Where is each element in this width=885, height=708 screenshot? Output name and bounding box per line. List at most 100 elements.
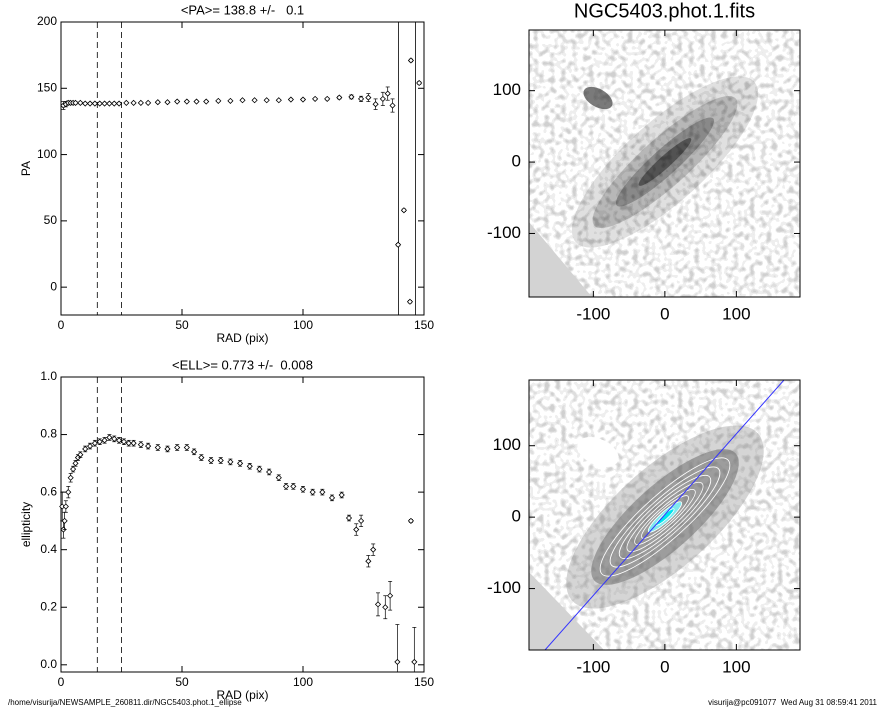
data-point [372, 101, 379, 108]
data-point [407, 57, 414, 64]
data-point [237, 460, 244, 467]
data-point [101, 437, 108, 444]
data-point [183, 444, 190, 451]
data-point [365, 94, 372, 101]
y-tick-label: 0 [50, 279, 57, 293]
data-point [101, 100, 108, 107]
y-tick-label: 150 [37, 80, 57, 94]
y-tick-label: 100 [37, 147, 57, 161]
data-point [145, 443, 152, 450]
footer-right: visurija@pc091077 Wed Aug 31 08:59:41 20… [708, 698, 877, 707]
data-point [67, 474, 74, 481]
data-point [164, 445, 171, 453]
chart-title: <ELL>= 0.773 +/- 0.008 [172, 357, 313, 372]
data-point [328, 494, 336, 501]
data-point [353, 526, 360, 533]
data-point [183, 98, 190, 105]
y-tick-label: 100 [493, 80, 521, 99]
data-point [389, 102, 396, 109]
data-point [96, 438, 103, 445]
data-point [275, 97, 282, 104]
x-axis-label: RAD (pix) [216, 688, 268, 702]
data-point [61, 517, 68, 524]
data-point [154, 444, 161, 451]
data-point [111, 100, 118, 107]
data-point [116, 100, 123, 107]
data-point [336, 94, 343, 101]
data-point [246, 463, 253, 470]
y-tick-label: 0.0 [40, 657, 57, 671]
data-point [309, 489, 316, 496]
y-tick-label: 0.2 [40, 599, 57, 613]
plot-frame [60, 376, 425, 673]
data-point [382, 604, 389, 611]
chart-title: <PA>= 138.8 +/- 0.1 [181, 2, 304, 17]
data-point [62, 503, 69, 510]
data-point [348, 93, 355, 100]
data-point [72, 99, 79, 106]
y-tick-label: 0.8 [40, 427, 57, 441]
data-point [116, 437, 123, 444]
data-point [130, 440, 137, 447]
data-point [338, 491, 345, 499]
y-tick-label: -100 [487, 223, 521, 242]
data-point [65, 489, 72, 496]
data-point [374, 601, 382, 608]
data-point [193, 98, 200, 105]
data-point [137, 99, 144, 106]
data-point [82, 445, 89, 453]
data-point [91, 100, 98, 107]
data-point [387, 592, 394, 599]
data-point [394, 658, 401, 665]
data-point [106, 100, 113, 107]
data-point [290, 483, 297, 490]
data-point [96, 100, 103, 107]
x-tick-label: 100 [293, 318, 313, 332]
data-point [137, 441, 144, 448]
data-point [70, 466, 77, 473]
y-tick-label: 0 [512, 507, 521, 526]
y-tick-label: 0.6 [40, 484, 57, 498]
data-point [365, 558, 372, 565]
data-point [319, 489, 326, 496]
x-tick-label: 50 [175, 318, 189, 332]
x-axis-label: RAD (pix) [216, 331, 268, 345]
x-tick-label: 100 [722, 657, 750, 676]
data-point [251, 97, 258, 104]
chart-title: NGC5403.phot.1.fits [574, 0, 755, 22]
x-tick-label: 150 [414, 318, 434, 332]
data-point [174, 444, 181, 451]
data-point [411, 658, 418, 665]
x-tick-label: 100 [722, 304, 750, 323]
data-point [227, 97, 234, 104]
data-point [400, 207, 407, 214]
x-tick-label: 150 [414, 675, 434, 689]
y-tick-label: 50 [44, 213, 58, 227]
data-point [191, 448, 198, 455]
x-tick-label: -100 [576, 657, 610, 676]
data-point [77, 451, 84, 458]
data-point [416, 79, 423, 87]
data-point [198, 454, 205, 461]
x-tick-label: 100 [293, 675, 313, 689]
x-tick-label: 50 [175, 675, 189, 689]
data-point [207, 457, 215, 464]
data-point [164, 99, 171, 106]
data-point [395, 241, 402, 248]
data-point [406, 298, 414, 305]
data-point [154, 99, 161, 106]
data-point [358, 517, 365, 524]
data-point [86, 100, 94, 107]
data-point [299, 486, 307, 493]
data-point [111, 435, 118, 442]
x-tick-label: -100 [576, 304, 610, 323]
y-tick-label: 200 [37, 14, 57, 28]
data-point [106, 434, 113, 441]
data-point [91, 440, 98, 447]
data-point [145, 99, 152, 106]
data-point [370, 546, 377, 553]
y-tick-label: 0 [512, 152, 521, 171]
data-point [407, 517, 414, 524]
data-point [358, 95, 365, 102]
